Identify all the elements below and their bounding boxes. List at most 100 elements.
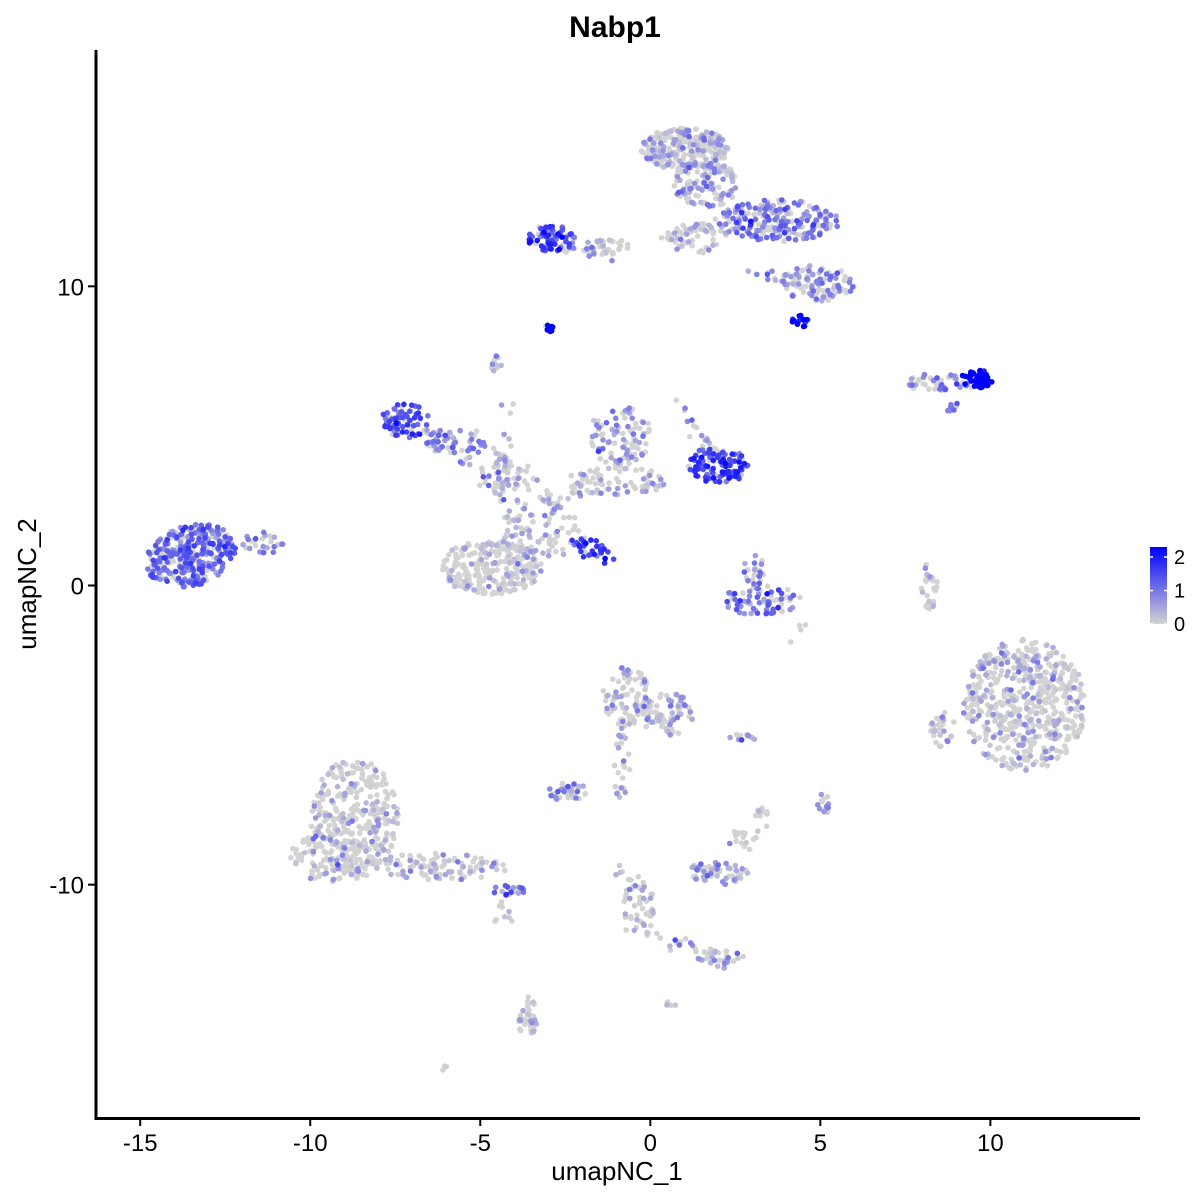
cell-point (728, 187, 735, 194)
cell-point (480, 474, 487, 480)
cell-point (804, 217, 810, 224)
cell-point (271, 543, 278, 550)
cell-point (742, 216, 748, 222)
cell-point (982, 376, 988, 383)
cell-point (724, 145, 730, 151)
cell-point (964, 705, 971, 711)
cell-point (621, 898, 628, 904)
cell-point (675, 730, 682, 736)
cell-point (442, 432, 449, 439)
cell-point (467, 868, 474, 875)
cell-point (619, 775, 626, 781)
cell-point (978, 698, 984, 704)
cell-point (329, 765, 336, 771)
cell-point (530, 556, 537, 562)
cell-point (1053, 686, 1059, 693)
cell-point (689, 716, 695, 723)
cell-point (703, 183, 710, 190)
cell-point (960, 710, 967, 716)
cell-point (559, 525, 565, 531)
cell-point (327, 837, 334, 843)
cell-point (620, 436, 627, 443)
cell-point (708, 950, 714, 956)
cell-point (1020, 735, 1027, 741)
cell-point (1027, 666, 1033, 673)
cell-point (1050, 644, 1056, 651)
cell-point (657, 140, 664, 146)
cell-point (200, 526, 207, 533)
cell-point (542, 532, 549, 538)
cell-point (353, 860, 359, 866)
cell-point (613, 428, 620, 435)
cell-point (546, 515, 553, 522)
cell-point (1060, 653, 1066, 660)
cell-point (467, 864, 473, 870)
cell-point (841, 277, 847, 284)
cell-point (372, 767, 379, 774)
cell-point (1046, 731, 1053, 737)
cell-point (675, 166, 682, 172)
cell-point (746, 593, 753, 599)
cell-point (819, 280, 825, 287)
cell-point (1080, 692, 1087, 699)
cell-point (580, 554, 587, 560)
cell-point (639, 466, 645, 473)
cell-point (793, 271, 800, 277)
cell-point (1073, 713, 1079, 719)
cell-point (643, 723, 650, 730)
cell-point (716, 169, 722, 175)
cell-point (150, 557, 157, 564)
cell-point (634, 707, 641, 714)
cell-point (1015, 648, 1022, 654)
cell-point (708, 180, 715, 187)
cell-point (821, 294, 827, 301)
cell-point (486, 551, 493, 558)
cell-point (323, 850, 330, 856)
cell-point (703, 129, 710, 135)
cell-point (755, 828, 761, 834)
cell-point (407, 408, 413, 415)
cell-point (712, 157, 719, 163)
cell-point (712, 949, 718, 955)
cell-point (929, 720, 935, 726)
cell-point (433, 873, 440, 880)
cell-point (546, 540, 553, 547)
cell-point (721, 965, 727, 971)
cell-point (765, 276, 771, 283)
cell-point (174, 551, 180, 557)
cell-point (1050, 704, 1056, 710)
cell-point (810, 288, 817, 294)
cell-point (552, 548, 559, 555)
cell-point (971, 738, 977, 745)
cell-point (630, 431, 637, 437)
cell-point (673, 397, 680, 404)
cell-point (990, 734, 997, 740)
cell-point (741, 460, 748, 467)
cell-point (372, 829, 379, 835)
cell-point (632, 420, 639, 427)
cell-point (833, 213, 839, 219)
cell-point (170, 558, 177, 565)
cell-point (626, 713, 633, 720)
cell-point (992, 718, 998, 724)
cell-point (1050, 676, 1056, 682)
cell-point (1078, 722, 1085, 729)
cell-point (515, 580, 522, 587)
cell-point (373, 784, 379, 790)
cell-point (560, 546, 566, 553)
cell-point (926, 386, 932, 392)
cell-point (199, 540, 206, 546)
cell-point (530, 1028, 537, 1035)
cell-point (813, 217, 819, 223)
cell-point (317, 871, 323, 878)
cell-point (668, 128, 674, 134)
x-tick-label: 10 (977, 1130, 1004, 1157)
cell-point (1028, 684, 1034, 691)
cell-point (680, 154, 687, 161)
color-legend: 0 1 2 (1150, 547, 1185, 636)
cell-point (548, 792, 554, 799)
cell-point (441, 558, 448, 564)
cell-point (526, 240, 533, 246)
cell-point (970, 731, 977, 738)
cell-point (1071, 729, 1078, 735)
